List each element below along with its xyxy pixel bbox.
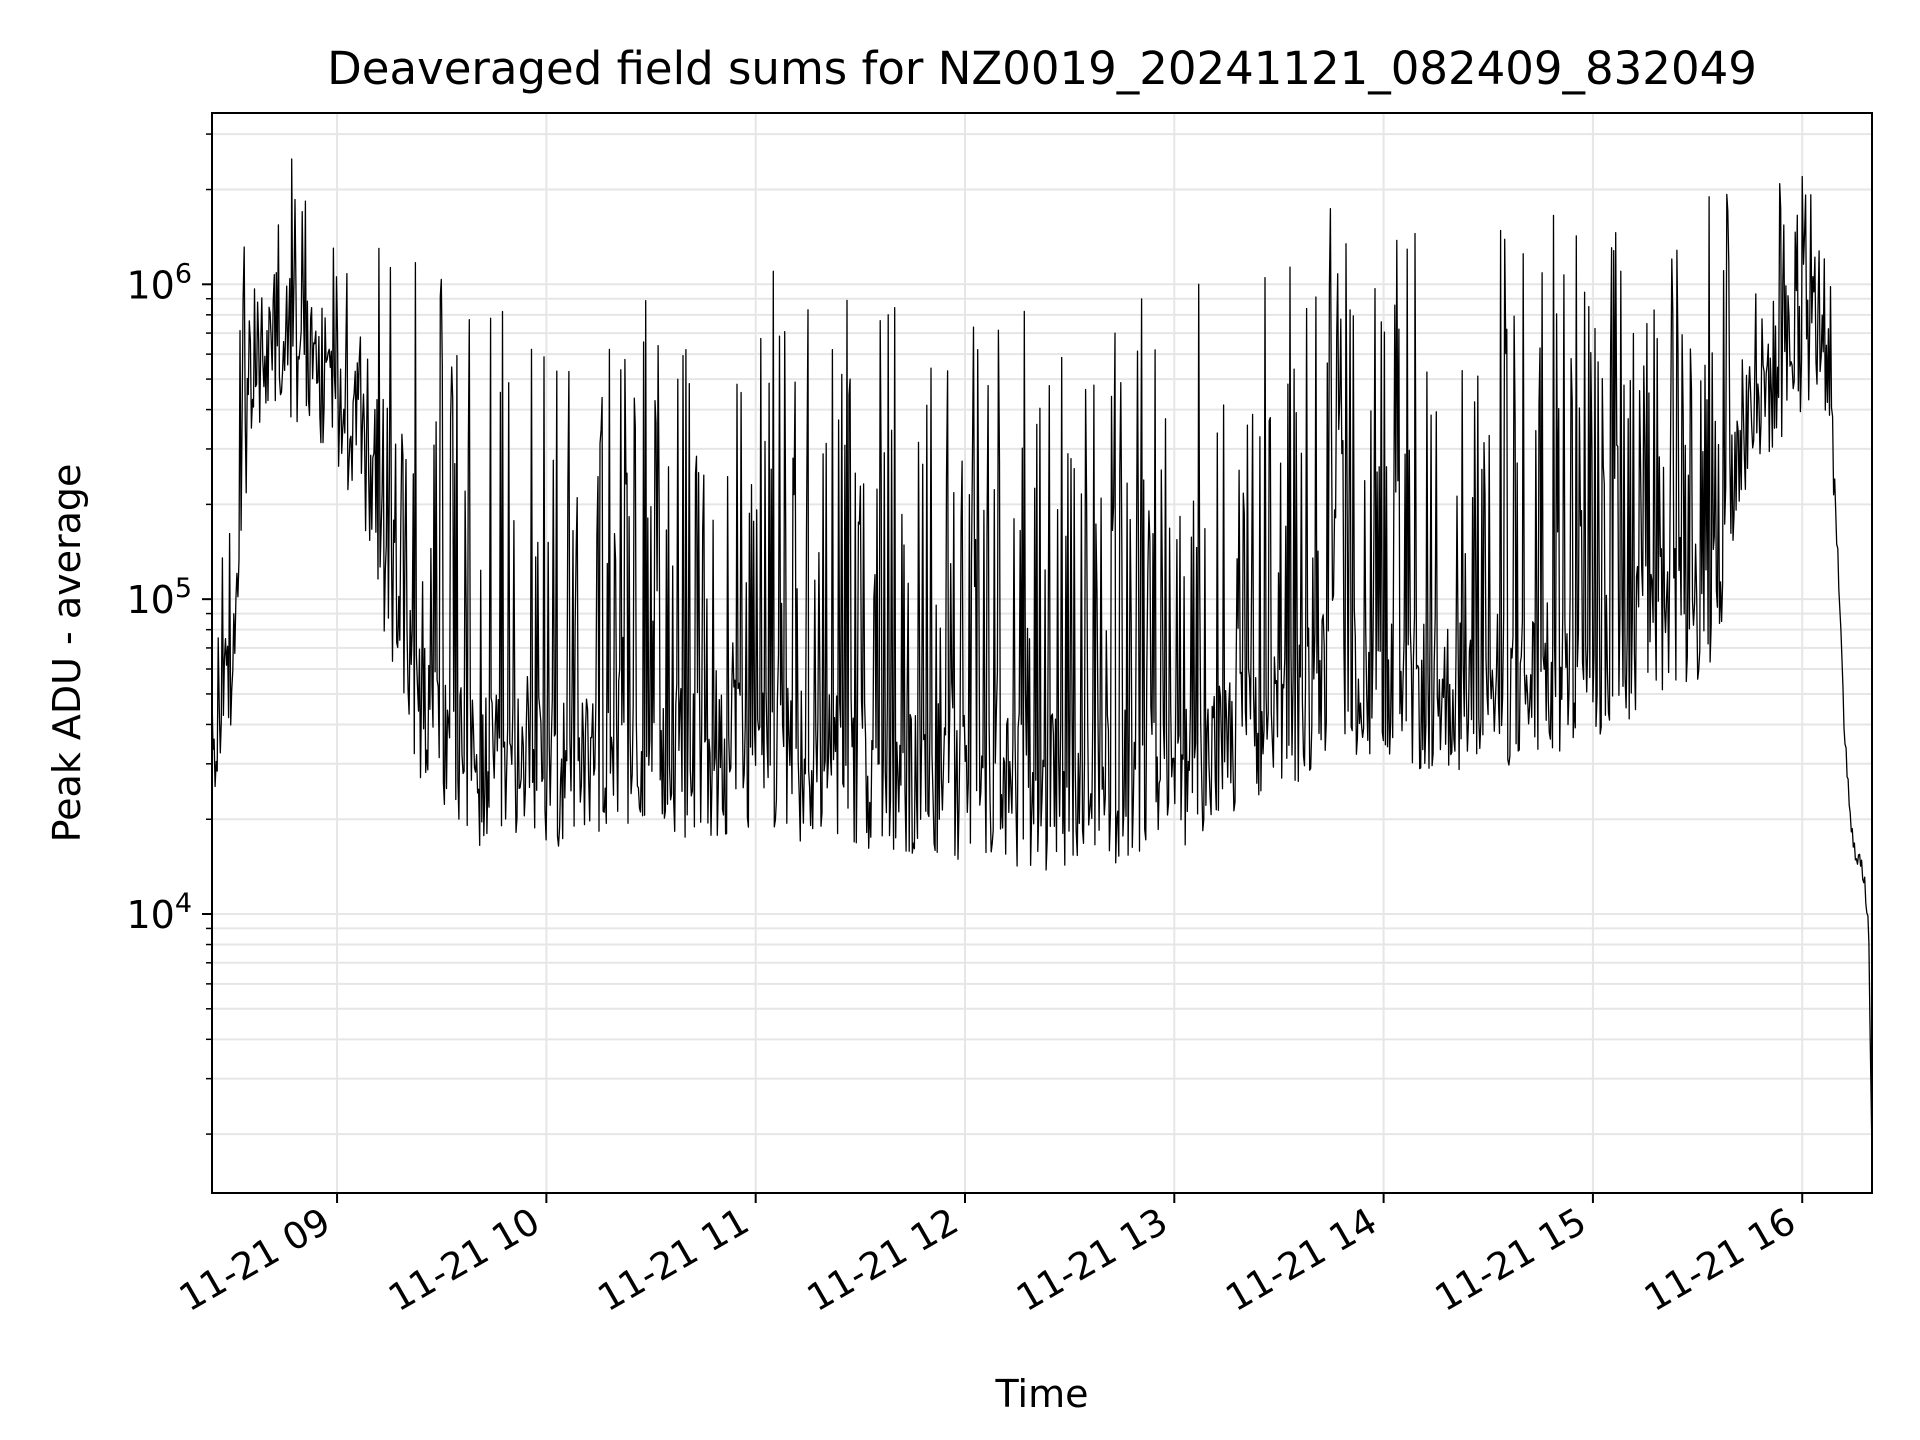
y-tick-label: 105: [126, 573, 192, 622]
series-layer: [211, 158, 1873, 1156]
y-tick-label: 106: [126, 258, 192, 307]
plot-area-frame: [211, 112, 1873, 1194]
x-tick-label: 11-21 12: [800, 1200, 966, 1320]
x-tick-label: 11-21 16: [1637, 1200, 1803, 1320]
x-tick-label: 11-21 14: [1219, 1200, 1385, 1320]
y-tick-label: 104: [126, 888, 192, 937]
x-tick-label: 11-21 11: [591, 1200, 757, 1320]
chart-title: Deaveraged field sums for NZ0019_2024112…: [327, 42, 1757, 95]
x-tick-label: 11-21 13: [1009, 1200, 1175, 1320]
x-tick-label: 11-21 10: [381, 1200, 547, 1320]
x-axis-label: Time: [995, 1372, 1089, 1416]
data-series-line: [211, 158, 1873, 1156]
x-tick-label: 11-21 09: [172, 1200, 338, 1320]
x-tick-label: 11-21 15: [1428, 1200, 1594, 1320]
y-axis-label: Peak ADU - average: [45, 464, 89, 843]
